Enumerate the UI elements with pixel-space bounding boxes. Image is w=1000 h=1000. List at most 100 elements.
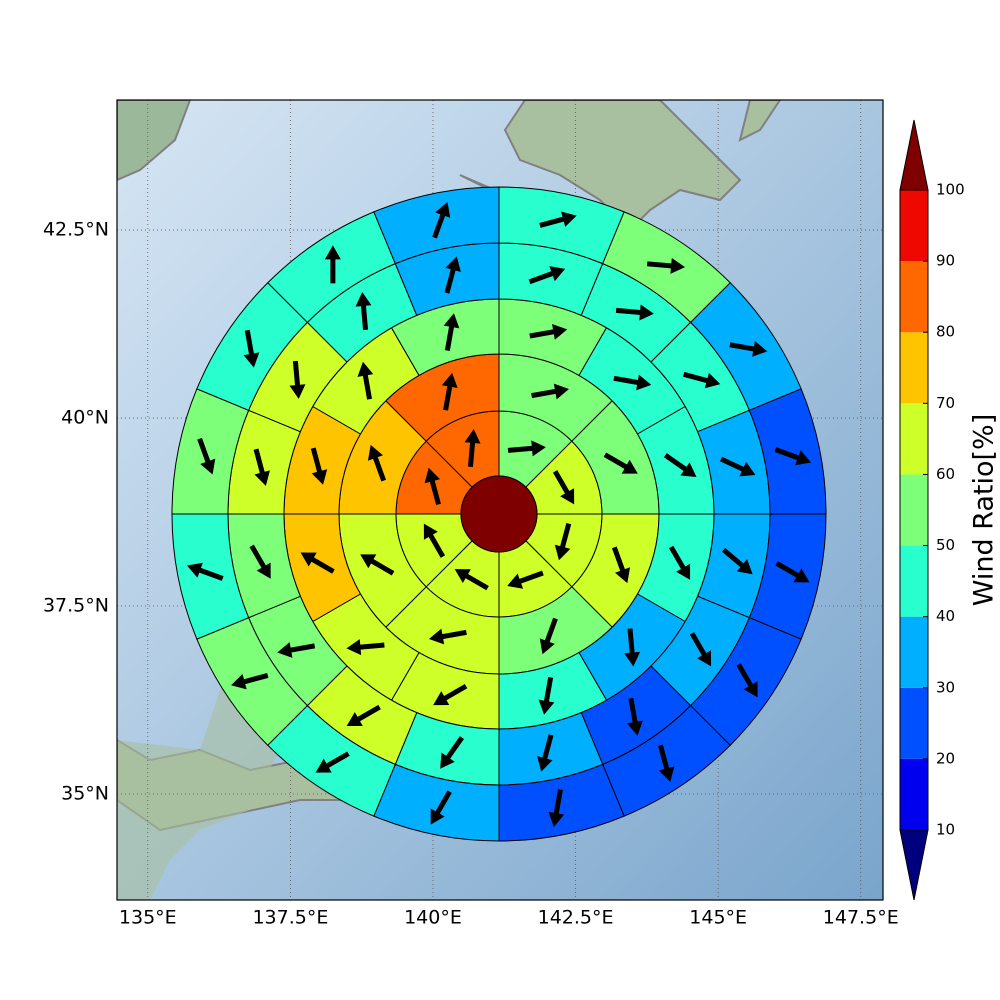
colorbar-tick-label: 60 — [936, 465, 955, 483]
x-tick-label: 147.5°E — [823, 907, 899, 929]
wind-arrow — [367, 444, 387, 482]
wind-arrow — [627, 697, 643, 736]
colorbar-bin — [900, 474, 928, 546]
colorbar: 10 20 30 40 50 60 70 80 90 100 — [899, 119, 965, 901]
colorbar-over — [899, 119, 929, 191]
wind-arrow — [441, 372, 458, 411]
wind-arrow — [721, 547, 753, 575]
wind-arrow — [537, 734, 554, 772]
wind-arrow — [424, 467, 441, 506]
x-tick-label: 140°E — [404, 907, 462, 929]
wind-arrow — [689, 632, 712, 667]
wind-arrow — [277, 642, 316, 658]
rings — [171, 186, 827, 842]
wind-arrow — [531, 383, 570, 400]
wind-arrow — [615, 304, 654, 321]
wind-arrow — [611, 546, 631, 584]
wind-arrow — [231, 673, 269, 690]
x-tick-label: 137.5°E — [252, 907, 328, 929]
wind-arrow — [249, 544, 271, 579]
wind-arrow — [668, 545, 691, 580]
wind-arrow — [433, 683, 468, 706]
wind-arrow — [243, 329, 260, 368]
wind-arrow — [430, 790, 452, 825]
wind-arrow — [300, 552, 335, 574]
colorbar-bin — [900, 758, 928, 830]
wind-arrow — [444, 256, 461, 294]
colorbar-tick-label: 90 — [936, 252, 955, 270]
wind-arrow — [646, 257, 686, 274]
wind-arrow — [528, 266, 566, 285]
wind-arrow — [539, 617, 558, 655]
colorbar-bin — [900, 261, 928, 333]
wind-arrow — [289, 360, 306, 399]
wind-arrow — [683, 371, 721, 389]
wind-arrow — [197, 437, 216, 475]
land — [117, 100, 192, 182]
colorbar-tick-label: 50 — [936, 536, 955, 554]
wind-arrow — [736, 663, 758, 698]
x-tick-label: 145°E — [689, 907, 747, 929]
wind-arrow — [507, 570, 544, 589]
x-tick-label: 142.5°E — [538, 907, 614, 929]
wind-arrow — [324, 245, 341, 284]
colorbar-tick-label: 100 — [936, 181, 965, 199]
colorbar-tick-label: 10 — [936, 821, 955, 839]
y-tick-label: 37.5°N — [43, 595, 109, 617]
wind-arrow — [538, 676, 555, 715]
wind-arrow — [310, 447, 328, 485]
wind-arrow — [624, 628, 641, 667]
wind-arrow — [554, 522, 572, 561]
wind-arrow — [464, 428, 481, 468]
wind-arrow — [253, 448, 270, 486]
wind-arrow — [548, 789, 565, 827]
colorbar-tick-label: 40 — [936, 607, 955, 625]
wind-arrow — [428, 628, 467, 645]
colorbar-label: Wind Ratio[%] — [969, 414, 1000, 606]
wind-arrow — [774, 447, 812, 466]
wind-arrow — [658, 744, 675, 782]
colorbar-tick-label: 30 — [936, 678, 955, 696]
colorbar-under — [899, 829, 929, 901]
wind-arrow — [719, 456, 756, 477]
wind-arrow — [443, 313, 460, 352]
wind-arrow — [186, 562, 224, 581]
wind-arrow — [552, 470, 575, 505]
wind-arrow — [355, 292, 372, 331]
wind-arrow — [454, 569, 489, 591]
y-tick-label: 42.5°N — [43, 219, 109, 241]
x-tick-label: 135°E — [119, 907, 177, 929]
colorbar-bin — [900, 687, 928, 759]
colorbar-tick-label: 20 — [936, 749, 955, 767]
wind-arrow — [613, 374, 652, 391]
wind-arrow — [432, 201, 451, 239]
colorbar-bin — [900, 332, 928, 404]
y-tick-label: 40°N — [61, 407, 109, 429]
map-frame — [116, 99, 884, 901]
wind-arrow — [440, 736, 464, 769]
colorbar-frame — [899, 189, 929, 831]
colorbar-bin — [900, 190, 928, 262]
wind-arrow — [603, 452, 638, 474]
wind-arrow — [346, 639, 385, 656]
wind-arrow — [360, 554, 395, 576]
wind-arrow — [529, 323, 568, 340]
colorbar-tick-label: 80 — [936, 323, 955, 341]
colorbar-bin — [900, 403, 928, 475]
colorbar-tick-label: 70 — [936, 394, 955, 412]
center-disc — [460, 475, 538, 553]
wind-arrow — [507, 440, 546, 457]
wind-arrow — [539, 211, 577, 228]
wind-arrow — [346, 704, 381, 727]
land — [503, 100, 742, 232]
land — [738, 100, 782, 142]
wind-arrow — [729, 341, 768, 357]
wind-arrow — [775, 561, 810, 583]
y-tick-label: 35°N — [61, 782, 109, 804]
wind-arrow — [315, 751, 350, 773]
wind-arrow — [423, 523, 446, 558]
colorbar-bin — [900, 616, 928, 688]
colorbar-bin — [900, 545, 928, 617]
